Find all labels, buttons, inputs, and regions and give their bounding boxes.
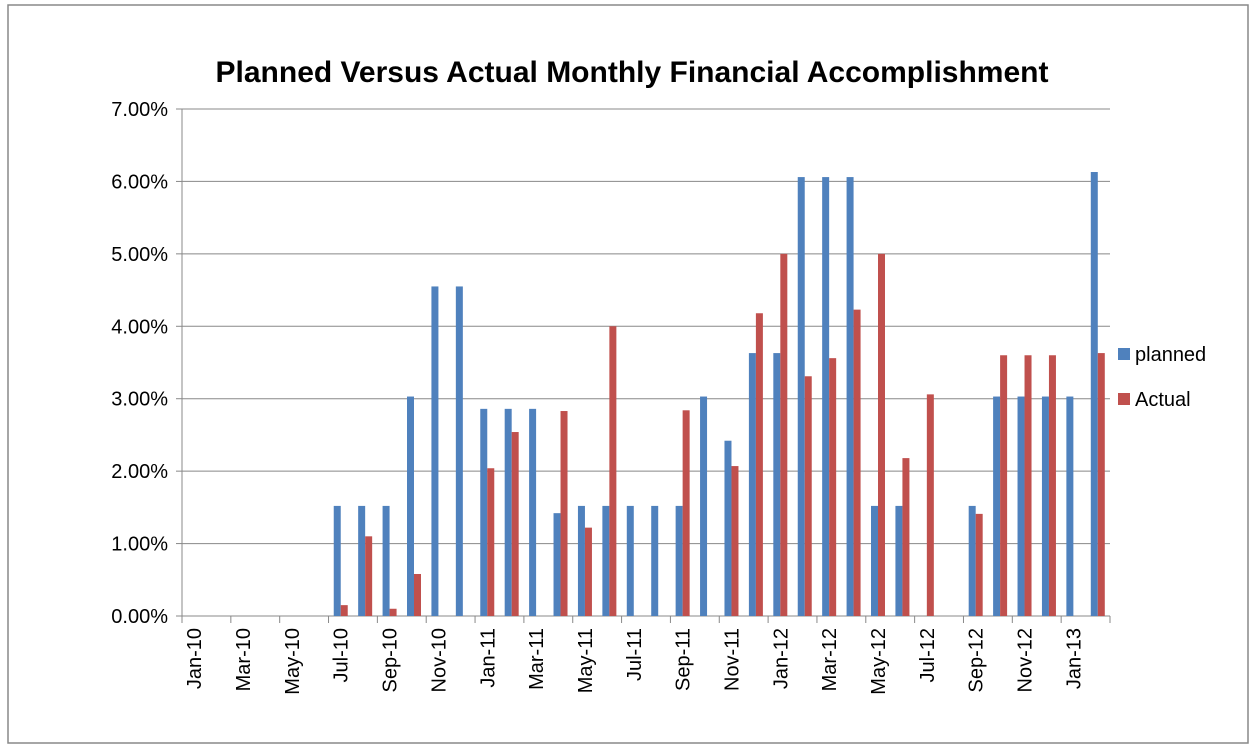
x-tick-label: Sep-11 [673, 628, 695, 691]
bar [871, 505, 878, 616]
bar [748, 353, 756, 616]
bar [822, 177, 830, 616]
bar [975, 513, 983, 616]
y-tick-label: 0.00% [111, 606, 168, 628]
bar [340, 605, 348, 616]
bar [584, 527, 592, 616]
bar [365, 536, 373, 616]
bar [626, 505, 634, 616]
x-tick-label: Jan-12 [770, 628, 792, 689]
bar [1090, 172, 1098, 616]
bar [675, 505, 683, 616]
bar [804, 376, 812, 616]
bar [902, 458, 910, 616]
bar [1048, 355, 1056, 616]
x-tick-label: May-10 [282, 628, 304, 695]
bar [968, 505, 976, 616]
bar [407, 396, 414, 616]
y-tick-label: 6.00% [111, 171, 168, 193]
x-tick-label: Mar-10 [233, 628, 255, 691]
bar [682, 410, 690, 616]
bar [487, 468, 495, 616]
legend-label: planned [1135, 344, 1206, 366]
bar [1097, 353, 1105, 616]
bar [553, 513, 561, 616]
bar [853, 309, 861, 616]
bar [829, 358, 837, 616]
bar [382, 505, 390, 616]
chart-border [7, 4, 1249, 744]
bar [1066, 396, 1074, 616]
legend-swatch [1118, 393, 1130, 405]
bar [609, 326, 617, 616]
chart-title: Planned Versus Actual Monthly Financial … [216, 56, 1049, 89]
bar [480, 408, 488, 616]
x-tick-label: Nov-10 [428, 628, 450, 692]
bar [431, 286, 439, 616]
bar [577, 505, 585, 616]
bar [846, 177, 854, 616]
x-tick-label: Jan-10 [184, 628, 206, 689]
x-tick-label: Mar-11 [526, 628, 548, 690]
bar [602, 505, 610, 616]
bar [511, 432, 519, 616]
bar [333, 505, 341, 616]
bar [1000, 355, 1008, 616]
bar [414, 573, 421, 616]
y-tick-label: 2.00% [111, 461, 168, 483]
x-tick-label: Nov-12 [1015, 628, 1037, 692]
bar [926, 394, 934, 616]
x-tick-label: Jul-10 [331, 628, 353, 682]
bar [755, 313, 763, 616]
y-tick-label: 3.00% [111, 389, 168, 411]
bar [700, 396, 708, 616]
x-tick-label: Sep-10 [380, 628, 402, 693]
legend-swatch [1118, 348, 1130, 360]
x-tick-label: Jan-11 [477, 628, 499, 688]
x-tick-label: May-12 [868, 628, 890, 695]
legend-label: Actual [1135, 389, 1191, 411]
bar [651, 505, 659, 616]
y-tick-label: 1.00% [111, 534, 168, 556]
bar [1041, 396, 1049, 616]
bar [504, 408, 512, 616]
bar [529, 408, 537, 616]
bar [731, 466, 739, 616]
bar [993, 396, 1001, 616]
bar [1017, 396, 1025, 616]
bar [389, 608, 397, 616]
bar [724, 440, 732, 616]
bar [560, 411, 568, 616]
bar [455, 286, 463, 616]
y-tick-label: 7.00% [111, 99, 168, 121]
x-tick-label: May-11 [575, 628, 597, 693]
bar [895, 505, 903, 616]
bar [780, 253, 788, 616]
bar [773, 353, 781, 616]
bar [797, 177, 805, 616]
bar [878, 253, 885, 616]
y-tick-label: 5.00% [111, 244, 168, 266]
x-tick-label: Jul-12 [917, 628, 939, 682]
x-tick-label: Jul-11 [624, 628, 646, 681]
x-tick-label: Nov-11 [721, 628, 743, 691]
x-tick-label: Sep-12 [966, 628, 988, 693]
bar [358, 505, 366, 616]
bar [1024, 355, 1032, 616]
y-tick-label: 4.00% [111, 316, 168, 338]
x-tick-label: Mar-12 [819, 628, 841, 691]
x-tick-label: Jan-13 [1063, 628, 1085, 689]
